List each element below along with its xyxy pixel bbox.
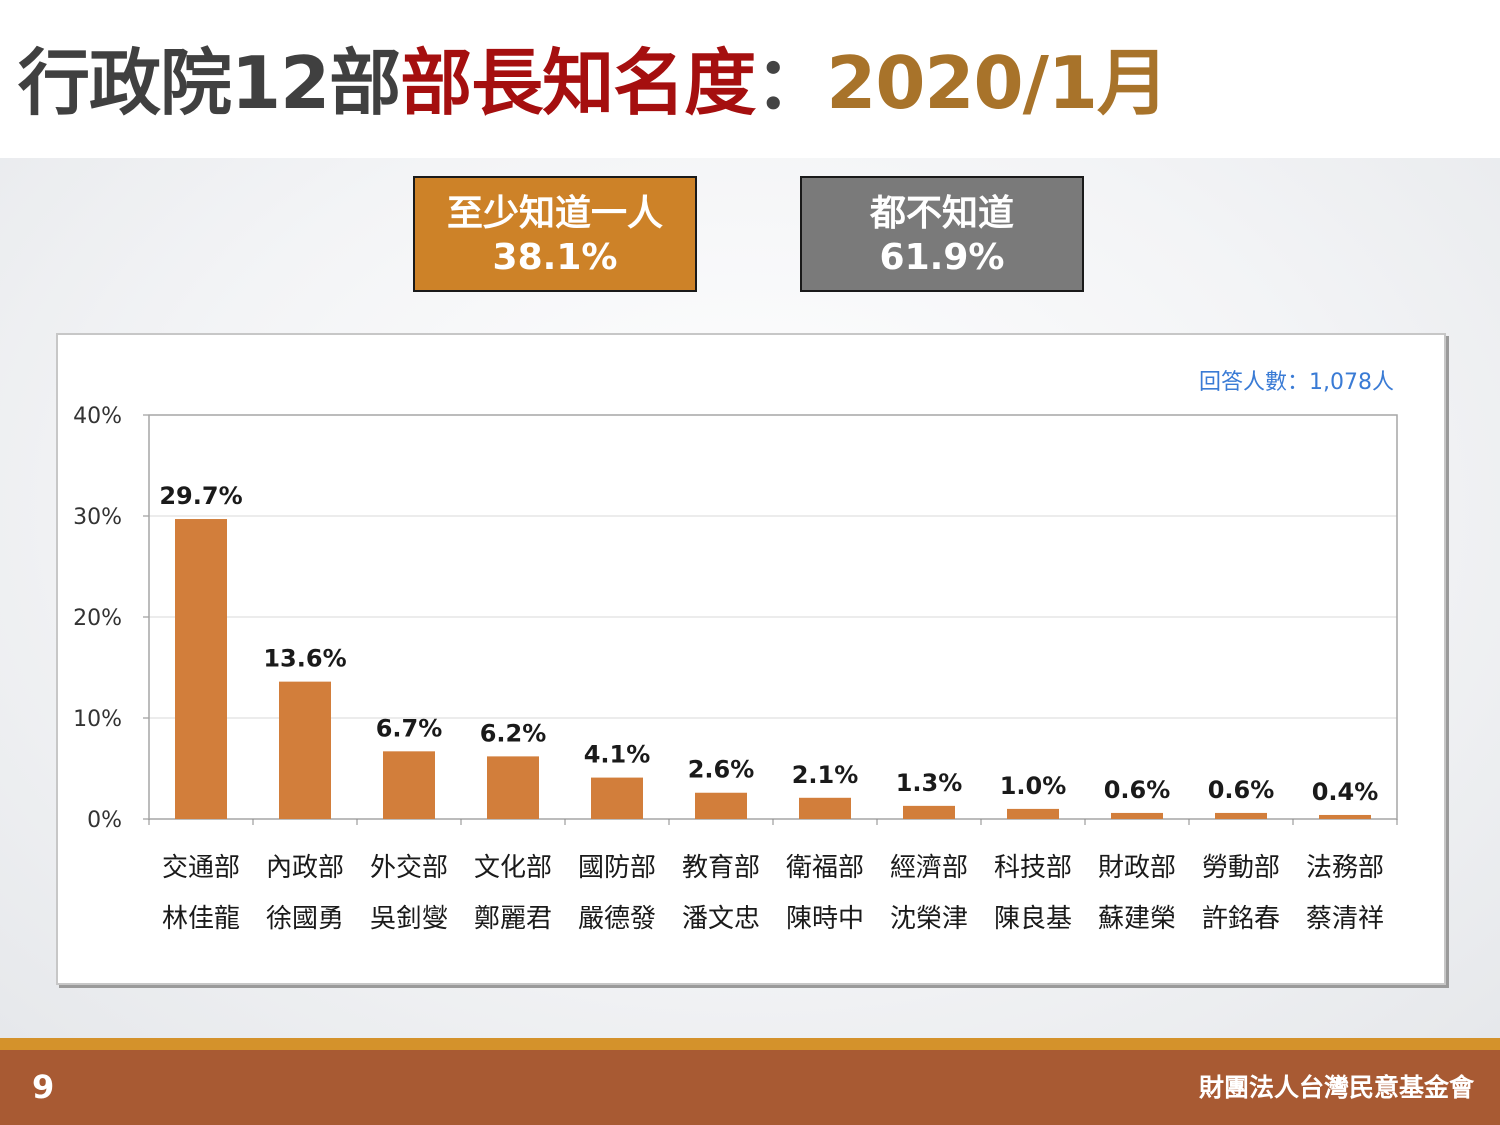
bar-data-label: 29.7% bbox=[159, 482, 242, 510]
title-part-date: 2020/1月 bbox=[826, 41, 1169, 125]
title-part-colon: ： bbox=[755, 41, 827, 125]
bar bbox=[1007, 808, 1059, 819]
y-tick-label: 0% bbox=[87, 808, 122, 833]
bar-data-label: 1.3% bbox=[896, 769, 963, 797]
bar-data-label: 2.1% bbox=[792, 761, 859, 789]
bar bbox=[903, 805, 955, 819]
y-tick-label: 40% bbox=[73, 404, 122, 429]
x-category-label: 文化部 bbox=[474, 853, 552, 883]
organization-name: 財團法人台灣民意基金會 bbox=[1198, 1073, 1474, 1102]
x-minister-label: 蔡清祥 bbox=[1306, 904, 1384, 934]
chart-panel: 0% 10% 20% 30% 40% 29.7% 交通部林佳龍 13.6% 內政部徐國勇 6.7%… bbox=[56, 333, 1446, 985]
x-category-label: 內政部 bbox=[266, 853, 344, 883]
bar bbox=[175, 519, 227, 819]
x-category-label: 外交部 bbox=[370, 853, 448, 883]
page-number: 9 bbox=[32, 1068, 55, 1106]
title-part-cabinet: 行政院12部 bbox=[18, 41, 401, 125]
bar bbox=[279, 681, 331, 819]
bar bbox=[695, 792, 747, 819]
bar-data-label: 1.0% bbox=[1000, 772, 1067, 800]
bar bbox=[1215, 812, 1267, 819]
known-summary-label: 至少知道一人 bbox=[446, 193, 663, 234]
x-minister-label: 林佳龍 bbox=[162, 904, 240, 934]
x-category-label: 教育部 bbox=[682, 853, 760, 883]
bar-data-label: 13.6% bbox=[263, 645, 346, 673]
x-category-label: 經濟部 bbox=[890, 853, 968, 883]
y-tick-label: 10% bbox=[73, 707, 122, 732]
page-title: 行政院12部部長知名度：2020/1月 bbox=[18, 38, 1169, 128]
x-minister-label: 蘇建榮 bbox=[1098, 904, 1176, 934]
x-minister-label: 鄭麗君 bbox=[474, 904, 552, 934]
unknown-summary-box: 都不知道 61.9% bbox=[800, 176, 1084, 292]
bar-data-label: 4.1% bbox=[584, 741, 651, 769]
y-tick-label: 30% bbox=[73, 505, 122, 530]
bar-data-label: 0.6% bbox=[1208, 776, 1275, 804]
x-category-label: 勞動部 bbox=[1202, 853, 1280, 883]
x-minister-label: 嚴德發 bbox=[578, 904, 656, 934]
bar-data-label: 0.4% bbox=[1312, 778, 1379, 806]
footer: 9 財團法人台灣民意基金會 bbox=[0, 1050, 1500, 1125]
x-category-label: 科技部 bbox=[994, 853, 1072, 883]
x-minister-label: 吳釗燮 bbox=[370, 904, 448, 934]
x-minister-label: 沈榮津 bbox=[890, 904, 968, 934]
bar bbox=[1111, 812, 1163, 819]
x-category-label: 國防部 bbox=[578, 853, 656, 883]
y-tick-label: 20% bbox=[73, 606, 122, 631]
known-summary-box: 至少知道一人 38.1% bbox=[413, 176, 697, 292]
bar bbox=[383, 751, 435, 819]
footer-accent-line bbox=[0, 1038, 1500, 1050]
bar bbox=[1319, 814, 1371, 819]
x-minister-label: 潘文忠 bbox=[682, 904, 760, 934]
bar bbox=[487, 756, 539, 819]
title-bar: 行政院12部部長知名度：2020/1月 bbox=[0, 0, 1500, 158]
x-category-label: 交通部 bbox=[162, 853, 240, 883]
x-minister-label: 陳時中 bbox=[786, 904, 864, 934]
bar-data-label: 6.7% bbox=[376, 714, 443, 742]
x-category-label: 財政部 bbox=[1098, 853, 1176, 883]
x-minister-label: 陳良基 bbox=[994, 904, 1072, 934]
unknown-summary-value: 61.9% bbox=[879, 237, 1005, 278]
bar bbox=[799, 797, 851, 819]
x-category-label: 衛福部 bbox=[786, 853, 864, 883]
known-summary-value: 38.1% bbox=[492, 237, 618, 278]
x-minister-label: 許銘春 bbox=[1202, 904, 1280, 934]
bar-data-label: 6.2% bbox=[480, 719, 547, 747]
bar bbox=[591, 777, 643, 819]
bar-data-label: 0.6% bbox=[1104, 776, 1171, 804]
unknown-summary-label: 都不知道 bbox=[869, 193, 1014, 234]
sample-size-note: 回答人數：1,078人 bbox=[1199, 370, 1394, 395]
x-minister-label: 徐國勇 bbox=[266, 904, 344, 934]
bar-data-label: 2.6% bbox=[688, 756, 755, 784]
x-category-label: 法務部 bbox=[1306, 853, 1384, 883]
title-part-topic: 部長知名度 bbox=[400, 41, 756, 125]
